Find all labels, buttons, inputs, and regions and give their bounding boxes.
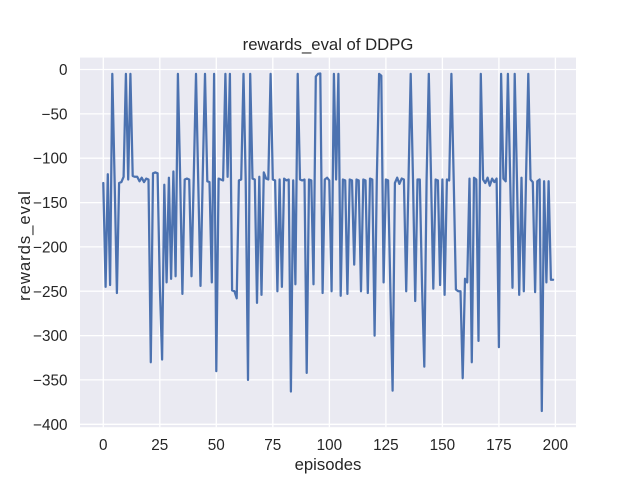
- svg-text:150: 150: [430, 437, 455, 454]
- svg-text:rewards_eval: rewards_eval: [15, 190, 34, 301]
- svg-text:75: 75: [264, 437, 281, 454]
- svg-text:−350: −350: [33, 373, 67, 390]
- svg-text:−150: −150: [33, 195, 67, 212]
- svg-text:175: 175: [486, 437, 511, 454]
- svg-text:−250: −250: [33, 284, 67, 301]
- svg-text:125: 125: [373, 437, 398, 454]
- svg-text:−300: −300: [33, 328, 67, 345]
- svg-text:rewards_eval of DDPG: rewards_eval of DDPG: [243, 35, 414, 54]
- svg-text:100: 100: [317, 437, 342, 454]
- svg-text:200: 200: [543, 437, 568, 454]
- svg-text:25: 25: [151, 437, 168, 454]
- svg-text:−400: −400: [33, 417, 67, 434]
- svg-text:50: 50: [208, 437, 225, 454]
- svg-text:−100: −100: [33, 151, 67, 168]
- svg-text:episodes: episodes: [295, 455, 362, 474]
- svg-text:−200: −200: [33, 239, 67, 256]
- svg-text:−50: −50: [42, 106, 68, 123]
- svg-text:0: 0: [99, 437, 108, 454]
- svg-text:0: 0: [59, 62, 68, 79]
